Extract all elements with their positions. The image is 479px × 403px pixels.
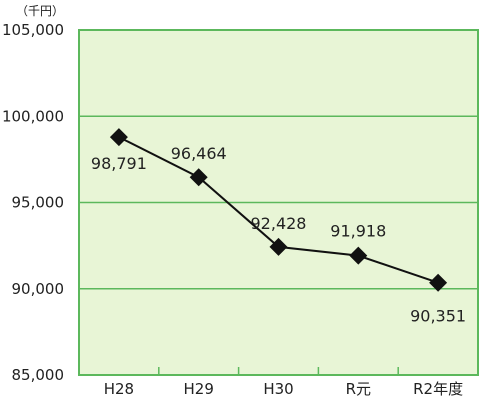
y-tick-label: 95,000 — [12, 194, 65, 212]
gridlines — [79, 115, 478, 290]
data-labels: 98,791 96,464 92,428 91,918 90,351 — [91, 144, 466, 325]
x-tick-label: R2年度 — [413, 380, 463, 398]
y-tick-label: 100,000 — [2, 107, 64, 125]
y-tick-label: 85,000 — [12, 366, 65, 384]
data-point-marker — [269, 237, 288, 256]
data-point-marker — [349, 246, 368, 265]
data-point-marker — [429, 273, 448, 292]
series-line-group — [109, 128, 448, 292]
data-point-marker — [109, 128, 128, 147]
data-label: 92,428 — [251, 214, 307, 233]
x-tick-label: H28 — [104, 380, 134, 398]
data-label: 98,791 — [91, 154, 147, 173]
y-axis: 85,000 90,000 95,000 100,000 105,000 — [2, 21, 64, 384]
y-tick-label: 105,000 — [2, 21, 64, 39]
x-axis: H28 H29 H30 R元 R2年度 — [104, 367, 463, 398]
data-point-marker — [189, 168, 208, 187]
y-unit-label: （千円） — [16, 4, 64, 18]
data-label: 91,918 — [330, 222, 386, 241]
x-tick-label: H29 — [184, 380, 214, 398]
y-tick-label: 90,000 — [12, 280, 65, 298]
x-tick-label: R元 — [346, 380, 371, 398]
data-label: 96,464 — [171, 144, 227, 163]
x-tick-label: H30 — [263, 380, 293, 398]
data-label: 90,351 — [410, 307, 466, 326]
